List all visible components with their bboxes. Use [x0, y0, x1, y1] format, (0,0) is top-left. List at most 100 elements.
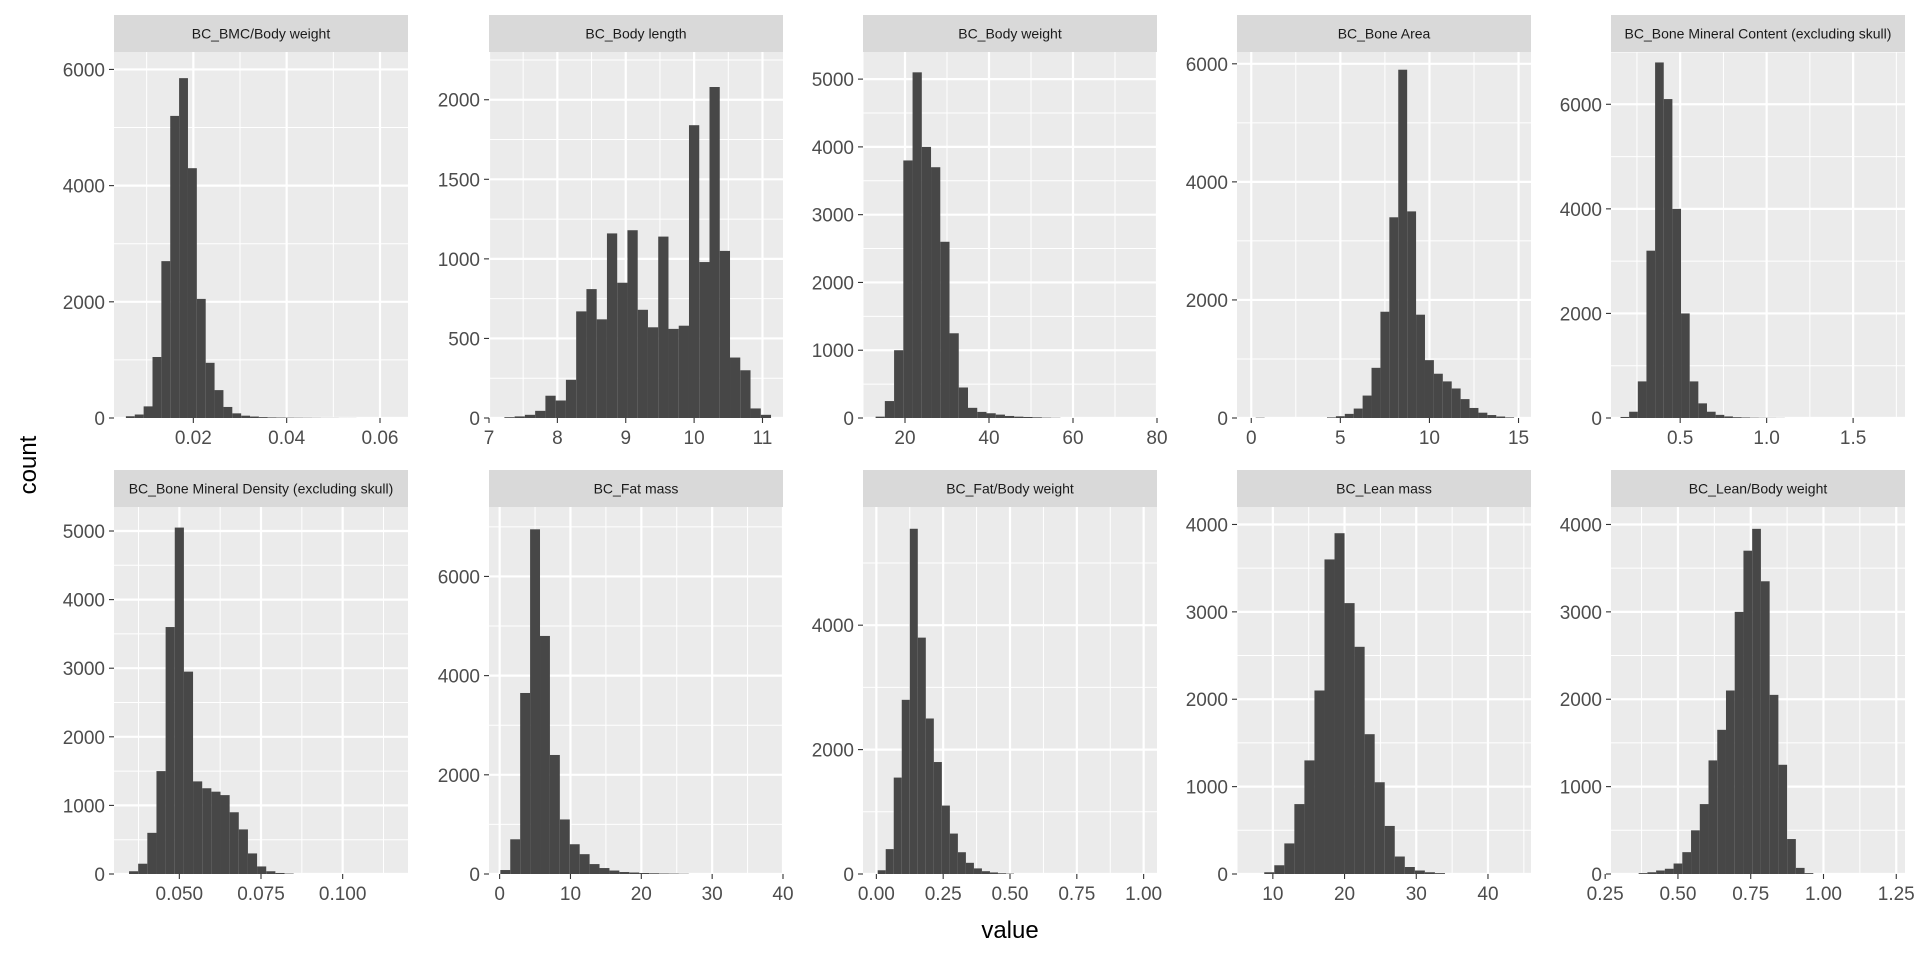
y-tick-label: 2000 [812, 273, 854, 294]
facet-strip-label: BC_Body weight [958, 26, 1062, 42]
facet-panel: BC_Lean/Body weight 0.25 0.50 0.75 1.00 1.25 0… [1560, 470, 1915, 905]
histogram-bar [1682, 852, 1692, 874]
histogram-bar [174, 527, 184, 874]
histogram-bar [1353, 408, 1363, 418]
y-tick-label: 2000 [1186, 690, 1228, 711]
histogram-bar [250, 416, 259, 418]
histogram-bar [196, 298, 206, 418]
histogram-bar [1362, 395, 1372, 418]
y-axis-title: count [15, 435, 42, 494]
histogram-bars [1620, 62, 1785, 418]
y-tick-label: 5000 [63, 522, 105, 543]
histogram-bar [1741, 417, 1751, 418]
histogram-bar [1424, 872, 1435, 874]
histogram-bar [1407, 211, 1417, 418]
histogram-bar [540, 635, 550, 874]
facet-strip [489, 470, 783, 507]
x-tick-label: 60 [1062, 428, 1083, 449]
histogram-bars [500, 529, 689, 874]
histogram-bar [1380, 311, 1390, 418]
histogram-bar [658, 236, 669, 418]
histogram-bar [143, 406, 153, 418]
x-tick-label: 80 [1146, 428, 1167, 449]
x-tick-label: 40 [772, 884, 793, 905]
histogram-bar [619, 872, 630, 874]
histogram-bar [187, 168, 197, 418]
histogram-bar [555, 400, 566, 418]
histogram-bar [1646, 250, 1656, 418]
histogram-bar [220, 795, 230, 874]
histogram-bar [1433, 373, 1443, 418]
histogram-bar [649, 873, 660, 874]
y-tick-label: 4000 [1560, 515, 1602, 536]
histogram-bar [1364, 734, 1375, 874]
histogram-bar [1344, 413, 1354, 418]
histogram-bar [599, 868, 610, 874]
histogram-bar [1389, 217, 1399, 418]
facet-panel: BC_Bone Area 0 5 10 15 0 2000 4000 6000 [1186, 15, 1531, 449]
facet-strip-label: BC_Bone Mineral Density (excluding skull… [129, 481, 394, 497]
y-tick-label: 4000 [1186, 515, 1228, 536]
y-tick-label: 0 [1591, 409, 1602, 430]
histogram-bar [504, 417, 515, 418]
x-tick-label: 0.25 [925, 884, 962, 905]
histogram-bar [1638, 873, 1648, 874]
histogram-bar [699, 262, 710, 418]
histogram-bar [1324, 559, 1335, 874]
histogram-bar [1795, 867, 1805, 874]
histogram-bar [1656, 870, 1665, 874]
histogram-bar [1023, 416, 1033, 418]
facet-strip-label: BC_Bone Area [1338, 26, 1431, 42]
histogram-bar [668, 328, 679, 418]
x-tick-label: 20 [894, 428, 915, 449]
histogram-bar [1691, 830, 1700, 874]
histogram-bar [275, 872, 285, 874]
y-tick-label: 1000 [438, 250, 480, 271]
y-tick-label: 3000 [812, 206, 854, 227]
histogram-bar [1469, 407, 1479, 418]
y-tick-label: 500 [448, 329, 480, 350]
y-tick-label: 0 [843, 409, 854, 430]
histogram-bar [1314, 690, 1325, 874]
y-tick-label: 4000 [438, 667, 480, 688]
histogram-bar [1424, 360, 1434, 418]
histogram-bar [912, 72, 922, 418]
y-tick-label: 1000 [1186, 778, 1228, 799]
facet-strip-label: BC_Bone Mineral Content (excluding skull… [1625, 26, 1892, 42]
histogram-bar [179, 78, 188, 418]
y-tick-label: 4000 [812, 138, 854, 159]
histogram-bar [981, 871, 990, 874]
histogram-bar [1004, 415, 1015, 418]
x-tick-label: 0.050 [156, 884, 204, 905]
histogram-bar [877, 870, 886, 874]
histogram-bar [1708, 760, 1718, 874]
facet-strip [1611, 470, 1905, 507]
histogram-bar [1672, 208, 1682, 418]
y-tick-label: 3000 [63, 659, 105, 680]
histogram-bar [1734, 611, 1744, 874]
histogram-bar [565, 379, 577, 418]
histogram-bar [147, 832, 157, 874]
facet-strip-label: BC_Body length [585, 26, 686, 42]
histogram-bar [1274, 865, 1285, 874]
histogram-bar [1014, 416, 1024, 418]
facet-panel: BC_Bone Mineral Density (excluding skull… [63, 470, 408, 905]
histogram-bar [1442, 381, 1452, 418]
x-tick-label: 20 [1334, 884, 1355, 905]
histogram-bar [1706, 411, 1716, 418]
grid-lines [489, 507, 783, 874]
histogram-bars [1264, 533, 1445, 874]
histogram-bar [161, 261, 171, 418]
y-tick-label: 6000 [1560, 95, 1602, 116]
histogram-bar [1505, 417, 1515, 418]
histogram-bar [986, 413, 996, 418]
x-tick-label: 15 [1508, 428, 1529, 449]
y-tick-label: 0 [94, 865, 105, 886]
histogram-bar [750, 408, 761, 418]
x-tick-label: 0.100 [319, 884, 367, 905]
histogram-bar [1487, 415, 1497, 418]
histogram-bar [1664, 868, 1674, 874]
histogram-bar [957, 852, 966, 874]
histogram-bar [129, 871, 139, 874]
y-tick-label: 0 [94, 409, 105, 430]
